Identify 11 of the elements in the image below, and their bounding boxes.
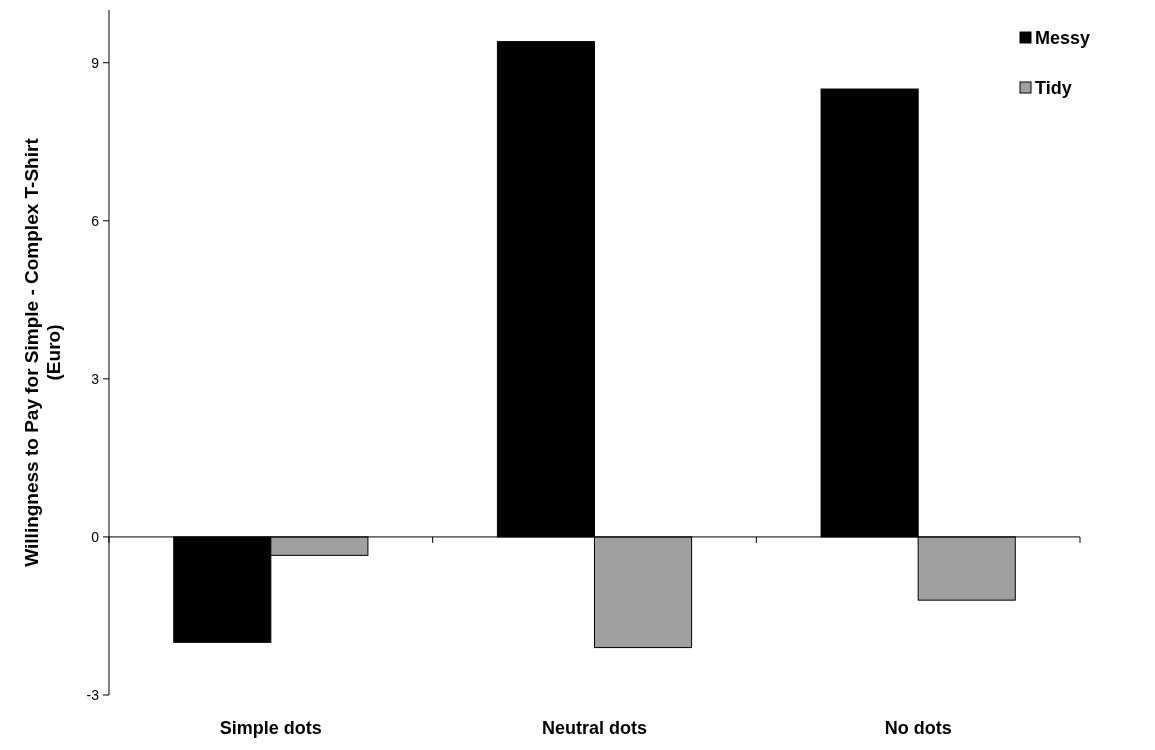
y-axis-title: Willingness to Pay for Simple - Complex T-Shirt (Euro): [21, 137, 64, 567]
legend-label: Messy: [1035, 28, 1091, 49]
y-tick-label: 6: [91, 212, 100, 229]
y-tick-label: 3: [91, 370, 100, 387]
y-tick-label: -3: [86, 686, 100, 703]
x-tick-label: Simple dots: [219, 718, 322, 738]
y-tick-label: 0: [91, 528, 100, 545]
x-tick-label: Neutral dots: [541, 718, 648, 738]
x-tick-label: No dots: [884, 718, 952, 738]
legend-label: Tidy: [1035, 78, 1072, 99]
y-tick-label: 9: [91, 54, 100, 71]
